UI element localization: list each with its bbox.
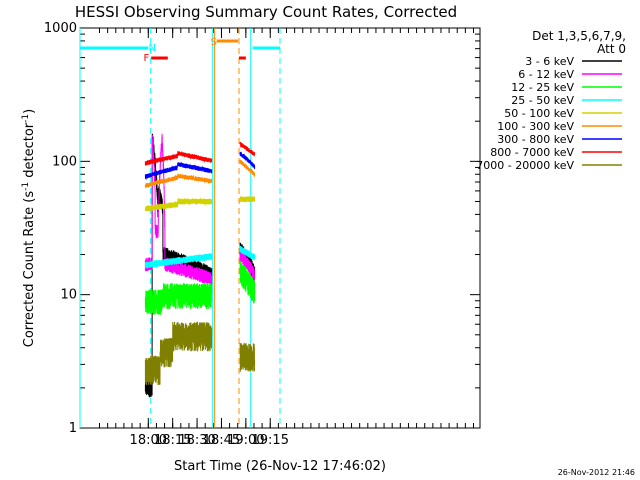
legend-label-1: 6 - 12 keV [518, 68, 574, 81]
y-tick-label: 10 [60, 288, 77, 303]
x-tick-label: 18:00 [130, 433, 167, 448]
chart-title: HESSI Observing Summary Count Rates, Cor… [75, 3, 457, 21]
y-tick-label: 1 [69, 421, 77, 436]
legend-label-2: 12 - 25 keV [511, 81, 574, 94]
series-4 [144, 195, 256, 212]
series-line-3 [144, 253, 213, 269]
legend-title-1: Det 1,3,5,6,7,9, [532, 29, 626, 43]
series-line-2 [239, 260, 256, 304]
flag-label-s: S [210, 37, 216, 48]
series-3 [144, 245, 256, 269]
legend-label-0: 3 - 6 keV [525, 55, 574, 68]
legend-label-8: 7000 - 20000 keV [476, 159, 574, 172]
x-tick-label: 18:45 [203, 433, 240, 448]
series-line-2 [144, 283, 213, 316]
y-axis-label-end: ) [22, 109, 37, 114]
series-7 [144, 142, 256, 166]
y-axis-label: Corrected Count Rate (s-1 detector-1) [21, 109, 37, 347]
x-tick-label: 18:15 [154, 433, 191, 448]
flag-label-f: F [143, 53, 149, 64]
y-axis-label-mid: detector [22, 122, 37, 182]
series-line-5 [144, 173, 213, 189]
legend-title-2: Att 0 [597, 42, 626, 56]
series-line-5 [239, 159, 256, 177]
legend-label-4: 50 - 100 keV [504, 107, 574, 120]
series-line-4 [144, 197, 213, 212]
legend-label-5: 100 - 300 keV [497, 120, 574, 133]
x-tick-label: 19:00 [227, 433, 264, 448]
series-line-7 [144, 150, 213, 166]
x-tick-label: 19:15 [252, 433, 289, 448]
x-tick-label: 18:30 [178, 433, 215, 448]
legend-label-3: 25 - 50 keV [511, 94, 574, 107]
y-axis-label-sup1: -1 [21, 182, 31, 191]
x-axis-label: Start Time (26-Nov-12 17:46:02) [174, 459, 386, 474]
flag-label-n: N [148, 43, 155, 54]
series-6 [144, 151, 256, 180]
footer-date: 26-Nov-2012 21:46 [558, 468, 635, 477]
y-tick-label: 1000 [44, 21, 77, 36]
legend-label-6: 300 - 800 keV [497, 133, 574, 146]
legend-label-7: 800 - 7000 keV [490, 146, 574, 159]
series-2 [144, 260, 256, 316]
series-line-7 [239, 142, 256, 157]
series-5 [144, 159, 256, 189]
y-axis-label-main: Corrected Count Rate (s [22, 191, 37, 348]
series-line-6 [144, 161, 213, 180]
series-line-3 [239, 245, 256, 261]
y-tick-label: 100 [52, 154, 77, 169]
series-line-4 [239, 195, 256, 203]
series-8 [144, 321, 256, 386]
series-line-8 [144, 321, 213, 386]
series-line-6 [239, 151, 256, 169]
series-line-8 [239, 342, 256, 372]
series-line-1 [144, 133, 213, 286]
y-axis-label-sup2: -1 [21, 114, 31, 123]
plot-area [79, 27, 481, 429]
